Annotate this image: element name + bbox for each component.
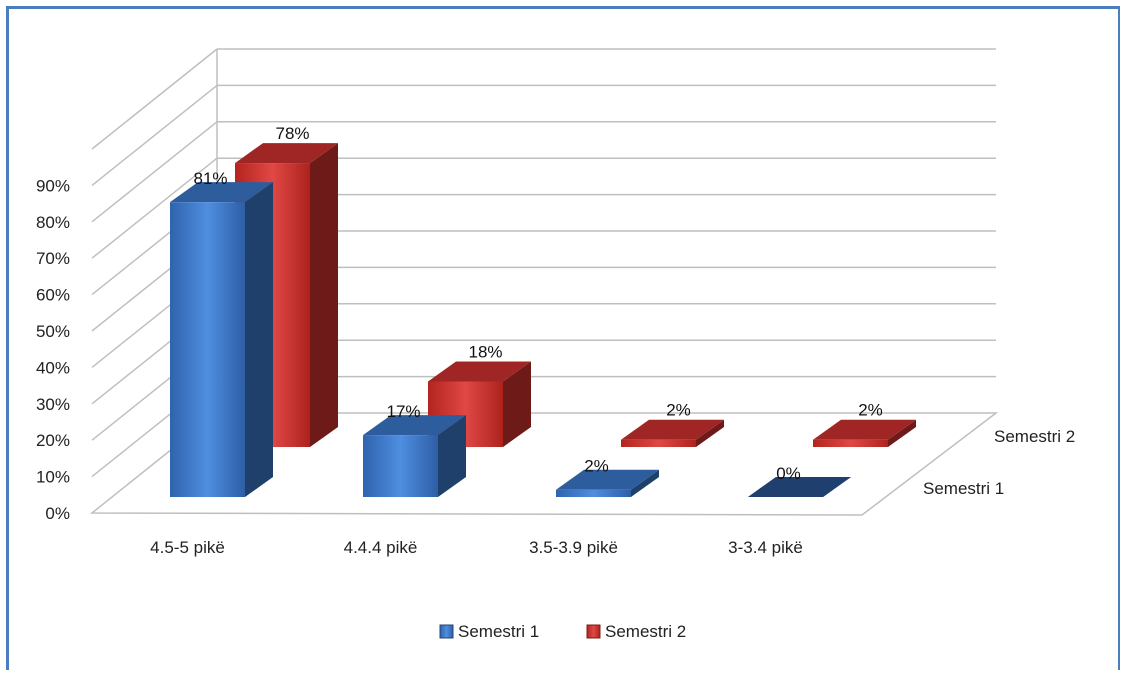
- bar-top: [556, 469, 659, 490]
- bar: [556, 469, 659, 497]
- chart-frame: [6, 6, 1120, 670]
- gridline-side: [91, 157, 218, 259]
- bar-top: [813, 419, 916, 440]
- bar: [621, 419, 724, 447]
- data-label: 2%: [858, 401, 883, 420]
- y-tick-label: 90%: [36, 176, 70, 195]
- gridline-side: [91, 84, 218, 186]
- bar-front: [363, 435, 438, 497]
- bar-side: [503, 361, 531, 447]
- bar-side: [438, 415, 466, 497]
- legend-swatch: [586, 624, 601, 639]
- y-tick-label: 20%: [36, 431, 70, 450]
- y-tick-label: 60%: [36, 286, 70, 305]
- data-label: 18%: [468, 342, 502, 361]
- data-label: 17%: [386, 402, 420, 421]
- bar-front: [813, 439, 888, 447]
- gridline-side: [91, 121, 218, 223]
- bar-top: [235, 143, 338, 164]
- bar: [170, 182, 273, 497]
- y-tick-label: 30%: [36, 395, 70, 414]
- category-label: 3-3.4 pikë: [728, 538, 803, 557]
- y-tick-label: 50%: [36, 322, 70, 341]
- bar-side: [245, 182, 273, 497]
- bar: [363, 415, 466, 497]
- category-label: 3.5-3.9 pikë: [529, 538, 618, 557]
- y-tick-label: 70%: [36, 249, 70, 268]
- data-label: 2%: [666, 401, 691, 420]
- bar-front: [621, 439, 696, 447]
- bar-top: [748, 477, 851, 497]
- bar-front: [556, 489, 631, 497]
- data-label: 2%: [584, 457, 609, 476]
- gridline-side: [91, 48, 218, 150]
- data-label: 78%: [275, 124, 309, 143]
- data-label: 81%: [193, 169, 227, 188]
- legend-label: Semestri 1: [458, 622, 539, 641]
- legend-item: Semestri 2: [586, 622, 686, 641]
- depth-label-series-1: Semestri 1: [923, 479, 1004, 498]
- bar-front: [170, 202, 245, 497]
- bar-side: [310, 143, 338, 447]
- y-tick-label: 40%: [36, 358, 70, 377]
- category-label: 4.4.4 pikë: [344, 538, 418, 557]
- bar-top: [428, 361, 531, 382]
- legend-item: Semestri 1: [439, 622, 539, 641]
- legend-label: Semestri 2: [605, 622, 686, 641]
- bar-top: [170, 182, 273, 203]
- bar-side: [888, 419, 916, 447]
- category-label: 4.5-5 pikë: [150, 538, 225, 557]
- y-tick-label: 0%: [45, 504, 70, 523]
- bar-side: [696, 419, 724, 447]
- data-label: 0%: [776, 464, 801, 483]
- y-tick-label: 10%: [36, 468, 70, 487]
- depth-label-series-2: Semestri 2: [994, 427, 1075, 446]
- bar-side: [631, 469, 659, 497]
- bar-top: [363, 415, 466, 436]
- bar: [813, 419, 916, 447]
- legend-swatch: [439, 624, 454, 639]
- y-tick-label: 80%: [36, 213, 70, 232]
- bar-top: [621, 419, 724, 440]
